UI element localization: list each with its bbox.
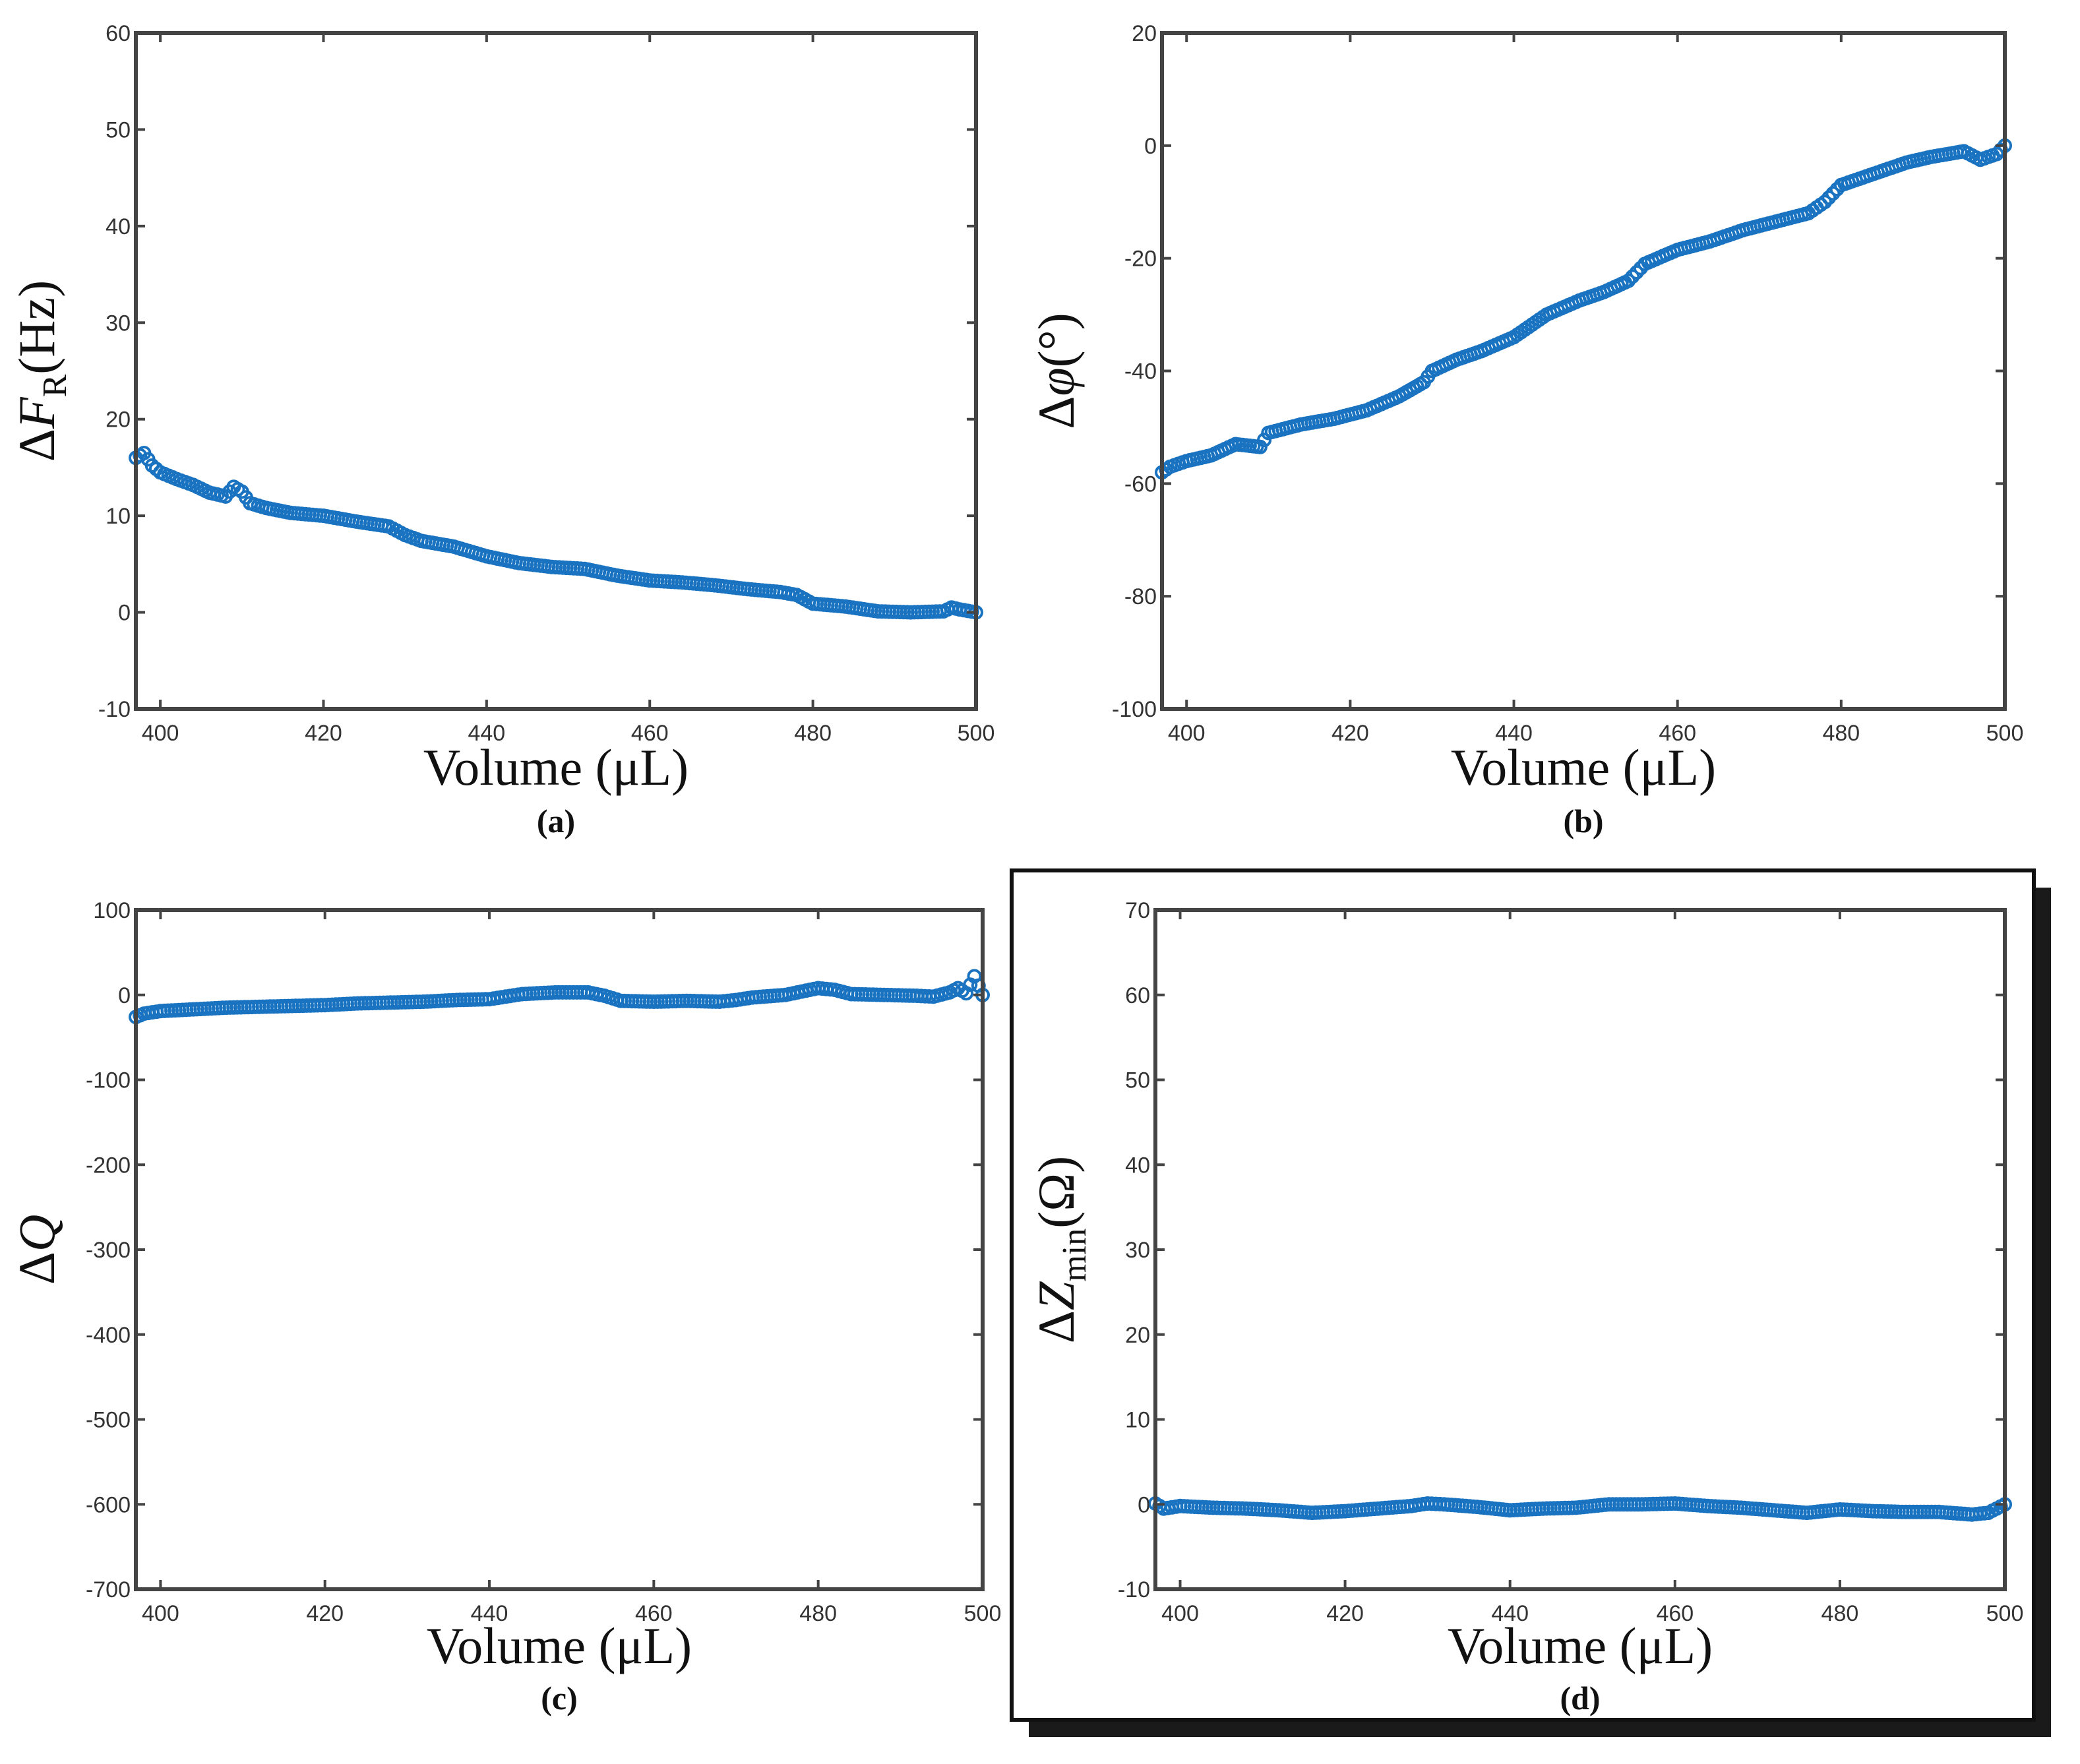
y-tick-label: -700 (86, 1577, 131, 1602)
x-tick-label: 480 (799, 1601, 837, 1626)
x-axis-label: Volume (μL) (423, 739, 688, 796)
y-tick-label: -600 (86, 1492, 131, 1517)
y-axis-label: ΔQ (8, 1215, 65, 1285)
x-tick-label: 420 (1326, 1601, 1364, 1626)
panel-caption: (d) (1560, 1680, 1600, 1717)
x-tick-label: 480 (1822, 721, 1860, 746)
x-tick-label: 480 (794, 721, 832, 746)
y-tick-label: -300 (86, 1238, 131, 1263)
data-point (1825, 186, 1841, 201)
y-tick-label: 20 (106, 408, 131, 433)
y-tick-label: 40 (1125, 1153, 1150, 1178)
y-tick-label: -500 (86, 1408, 131, 1433)
y-tick-label: -20 (1124, 247, 1157, 272)
y-tick-label: 10 (106, 504, 131, 529)
y-tick-label: -80 (1124, 584, 1157, 609)
x-tick-label: 400 (1168, 721, 1206, 746)
y-tick-label: 0 (118, 983, 131, 1008)
y-tick-label: -200 (86, 1153, 131, 1178)
x-tick-label: 500 (1986, 721, 2024, 746)
y-tick-label: 60 (1125, 983, 1150, 1008)
panel-d-box (1010, 868, 2036, 1722)
x-tick-label: 500 (964, 1601, 1002, 1626)
y-axis-label: Δφ(°) (1027, 313, 1085, 429)
y-tick-label: 30 (1125, 1238, 1150, 1263)
x-tick-label: 460 (631, 721, 669, 746)
y-tick-label: 30 (106, 311, 131, 336)
x-tick-label: 460 (1656, 1601, 1694, 1626)
x-tick-label: 420 (305, 721, 342, 746)
y-tick-label: 100 (93, 898, 131, 923)
panel-caption: (c) (541, 1680, 578, 1717)
x-tick-label: 460 (1659, 721, 1696, 746)
x-tick-label: 480 (1821, 1601, 1859, 1626)
y-tick-label: 20 (1132, 21, 1157, 46)
data-point (1629, 265, 1644, 280)
y-tick-label: 0 (118, 601, 131, 626)
y-tick-label: 60 (106, 21, 131, 46)
data-point (1821, 190, 1837, 205)
y-axis-label: ΔFR(Hz) (8, 280, 74, 462)
x-axis-label: Volume (μL) (1451, 739, 1716, 796)
x-tick-label: 440 (468, 721, 505, 746)
x-tick-label: 440 (1491, 1601, 1529, 1626)
y-tick-label: 50 (106, 117, 131, 142)
panel-caption: (a) (537, 803, 575, 839)
y-tick-label: 40 (106, 214, 131, 239)
x-tick-label: 420 (306, 1601, 344, 1626)
x-tick-label: 500 (958, 721, 995, 746)
data-point (1625, 269, 1640, 284)
y-tick-label: -10 (1118, 1577, 1150, 1602)
x-axis-label: Volume (μL) (1448, 1617, 1713, 1674)
panel-a: 400 420 440 460 480 500 -10 0 10 20 30 40 50 60 Volume… (8, 21, 994, 839)
y-tick-label: 50 (1125, 1068, 1150, 1093)
x-tick-label: 400 (142, 721, 179, 746)
panel-d: 400 420 440 460 480 500 -10 0 10 20 30 40 50 60 70 Volu… (1027, 898, 2023, 1717)
x-tick-label: 400 (142, 1601, 179, 1626)
x-tick-label: 440 (1495, 721, 1533, 746)
y-tick-label: -10 (98, 697, 131, 722)
x-tick-label: 500 (1986, 1601, 2024, 1626)
panel-c: 400 420 440 460 480 500 -700 -600 -500 -400 -300 -2… (8, 898, 1001, 1717)
y-tick-label: -40 (1124, 359, 1157, 384)
y-tick-label: 20 (1125, 1323, 1150, 1348)
x-tick-label: 460 (635, 1601, 673, 1626)
y-axis-label: ΔZmin(Ω) (1027, 1156, 1093, 1343)
x-tick-label: 440 (471, 1601, 508, 1626)
y-tick-label: -100 (1112, 697, 1157, 722)
data-point (1989, 146, 2004, 162)
y-tick-label: -400 (86, 1323, 131, 1348)
data-point (1621, 273, 1636, 288)
y-tick-label: 0 (1138, 1492, 1150, 1517)
y-tick-label: -60 (1124, 471, 1157, 497)
y-tick-label: 70 (1125, 898, 1150, 923)
data-point (1252, 439, 1268, 454)
axes-frame (134, 31, 978, 711)
y-tick-label: 10 (1125, 1408, 1150, 1433)
panel-caption: (b) (1563, 803, 1603, 839)
x-tick-label: 420 (1331, 721, 1369, 746)
x-axis-label: Volume (μL) (427, 1617, 692, 1674)
y-tick-label: 0 (1144, 134, 1157, 159)
x-tick-label: 400 (1161, 1601, 1199, 1626)
y-tick-label: -100 (86, 1068, 131, 1093)
panel-b: 400 420 440 460 480 500 -100 -80 -60 -40 -20 0 20 Vol… (1027, 21, 2023, 839)
axes-frame (1160, 31, 2007, 711)
